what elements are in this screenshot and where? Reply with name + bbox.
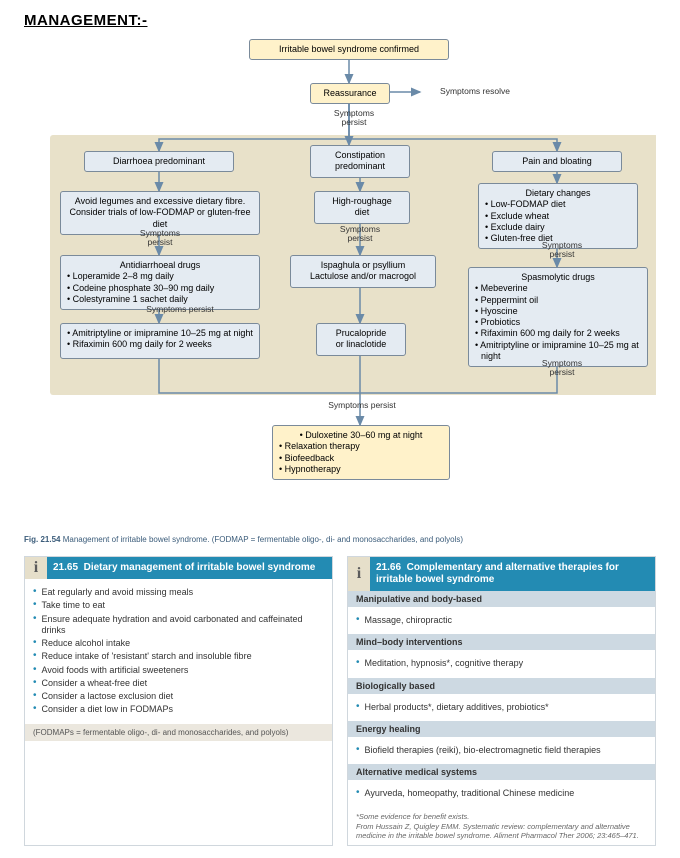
table1-num: 21.65 bbox=[53, 562, 78, 573]
node-pain: Pain and bloating bbox=[492, 151, 622, 172]
table2-item: •Ayurveda, homeopathy, traditional Chine… bbox=[356, 788, 647, 799]
table2-num: 21.66 bbox=[376, 562, 401, 573]
table2-subhead: Biologically based bbox=[348, 678, 655, 694]
info-icon: i bbox=[348, 557, 370, 591]
table2-section-body: •Meditation, hypnosis*, cognitive therap… bbox=[348, 650, 655, 677]
fig-number: Fig. 21.54 bbox=[24, 535, 60, 544]
node-resolve: Symptoms resolve bbox=[420, 87, 530, 96]
node-persist2b: Symptomspersist bbox=[330, 225, 390, 244]
table2-item: •Herbal products*, dietary additives, pr… bbox=[356, 702, 647, 713]
info-tables: i 21.65 Dietary management of irritable … bbox=[24, 556, 656, 846]
fig-title: Management of irritable bowel syndrome. bbox=[63, 535, 210, 544]
node-diarrhoea: Diarrhoea predominant bbox=[84, 151, 234, 172]
node-ispaghula: Ispaghula or psylliumLactulose and/or ma… bbox=[290, 255, 436, 288]
figure-caption: Fig. 21.54 Management of irritable bowel… bbox=[24, 535, 656, 544]
table1-item: •Avoid foods with artificial sweeteners bbox=[33, 665, 324, 676]
node-prucal: Prucaloprideor linaclotide bbox=[316, 323, 406, 356]
table2-title: Complementary and alternative therapies … bbox=[376, 562, 619, 585]
node-persist2c: Symptomspersist bbox=[532, 241, 592, 260]
table-complementary: i 21.66 Complementary and alternative th… bbox=[347, 556, 656, 846]
table2-section-body: •Herbal products*, dietary additives, pr… bbox=[348, 694, 655, 721]
table-dietary: i 21.65 Dietary management of irritable … bbox=[24, 556, 333, 846]
fig-paren: (FODMAP = fermentable oligo-, di- and mo… bbox=[212, 535, 463, 544]
table1-item: •Eat regularly and avoid missing meals bbox=[33, 587, 324, 598]
table2-subhead: Manipulative and body-based bbox=[348, 591, 655, 607]
node-final: • Duloxetine 30–60 mg at night• Relaxati… bbox=[272, 425, 450, 480]
node-persist1: Symptomspersist bbox=[324, 109, 384, 128]
table2-section-body: •Ayurveda, homeopathy, traditional Chine… bbox=[348, 780, 655, 807]
table1-item: •Take time to eat bbox=[33, 600, 324, 611]
flowchart: Irritable bowel syndrome confirmed Reassu… bbox=[24, 39, 656, 529]
section-title: MANAGEMENT:- bbox=[24, 12, 656, 29]
table1-item: •Consider a wheat-free diet bbox=[33, 678, 324, 689]
table2-section-body: •Massage, chiropractic bbox=[348, 607, 655, 634]
node-antidiar: Antidiarrhoeal drugs• Loperamide 2–8 mg … bbox=[60, 255, 260, 310]
table2-header: i 21.66 Complementary and alternative th… bbox=[348, 557, 655, 591]
table2-foot: *Some evidence for benefit exists.From H… bbox=[348, 807, 655, 845]
table1-item: •Consider a lactose exclusion diet bbox=[33, 691, 324, 702]
table2-item: •Meditation, hypnosis*, cognitive therap… bbox=[356, 658, 647, 669]
table1-item: •Reduce alcohol intake bbox=[33, 638, 324, 649]
node-reassurance: Reassurance bbox=[310, 83, 390, 104]
table2-subhead: Mind–body interventions bbox=[348, 634, 655, 650]
node-persist3a: Symptoms persist bbox=[130, 305, 230, 314]
table2-item: •Massage, chiropractic bbox=[356, 615, 647, 626]
table2-subhead: Alternative medical systems bbox=[348, 764, 655, 780]
table1-header: i 21.65 Dietary management of irritable … bbox=[25, 557, 332, 579]
node-confirmed: Irritable bowel syndrome confirmed bbox=[249, 39, 449, 60]
table2-body: Manipulative and body-based •Massage, chi… bbox=[348, 591, 655, 807]
table2-item: •Biofield therapies (reiki), bio-electro… bbox=[356, 745, 647, 756]
table1-foot: (FODMAPs = fermentable oligo-, di- and m… bbox=[25, 724, 332, 741]
table2-section-body: •Biofield therapies (reiki), bio-electro… bbox=[348, 737, 655, 764]
table1-title: Dietary management of irritable bowel sy… bbox=[84, 562, 316, 573]
node-persistFinal: Symptoms persist bbox=[312, 401, 412, 410]
table1-body: •Eat regularly and avoid missing meals •T… bbox=[25, 579, 332, 724]
table1-item: •Consider a diet low in FODMAPs bbox=[33, 704, 324, 715]
info-icon: i bbox=[25, 557, 47, 579]
node-spasmolytic: Spasmolytic drugs• Mebeverine• Peppermin… bbox=[468, 267, 648, 367]
table2-subhead: Energy healing bbox=[348, 721, 655, 737]
table1-item: •Ensure adequate hydration and avoid car… bbox=[33, 614, 324, 637]
node-hiRough: High-roughagediet bbox=[314, 191, 410, 224]
node-amitrip: • Amitriptyline or imipramine 10–25 mg a… bbox=[60, 323, 260, 359]
node-persist3c: Symptomspersist bbox=[532, 359, 592, 378]
node-constipation: Constipationpredominant bbox=[310, 145, 410, 178]
table1-item: •Reduce intake of 'resistant' starch and… bbox=[33, 651, 324, 662]
node-persist2a: Symptomspersist bbox=[130, 229, 190, 248]
